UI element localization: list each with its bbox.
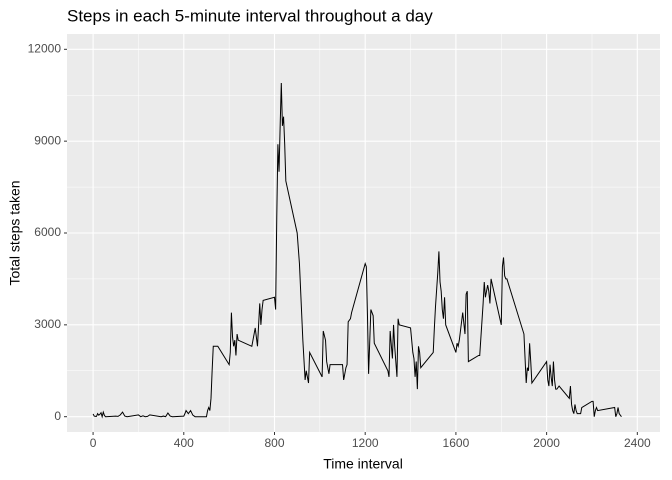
- data-line: [92, 82, 622, 419]
- ticks: 0 400 800 1200 1600 2000 2400 0 3000 6000 9000 1200…: [28, 41, 651, 450]
- chart-title: Steps in each 5-minute interval througho…: [67, 6, 433, 25]
- x-tick-label: 400: [174, 436, 194, 450]
- marks: [92, 82, 622, 419]
- y-tick-label: 9000: [34, 133, 61, 147]
- x-tick-label: 800: [264, 436, 284, 450]
- x-tick-label: 0: [90, 436, 97, 450]
- y-tick-label: 3000: [34, 317, 61, 331]
- x-tick-label: 1600: [443, 436, 470, 450]
- y-tick-label: 6000: [34, 225, 61, 239]
- x-tick-label: 2000: [533, 436, 560, 450]
- grid: [67, 34, 660, 432]
- x-tick-label: 1200: [352, 436, 379, 450]
- y-tick-label: 0: [54, 409, 61, 423]
- x-tick-label: 2400: [624, 436, 651, 450]
- x-axis-title: Time interval: [323, 456, 403, 472]
- y-tick-label: 12000: [28, 41, 62, 55]
- y-axis-title: Total steps taken: [7, 180, 23, 285]
